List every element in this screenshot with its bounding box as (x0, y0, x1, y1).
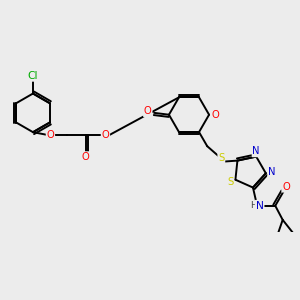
Text: O: O (212, 110, 219, 120)
Text: O: O (82, 152, 90, 162)
Text: Cl: Cl (28, 71, 38, 81)
Text: H: H (250, 201, 257, 210)
Text: O: O (46, 130, 54, 140)
Text: N: N (256, 201, 264, 211)
Text: N: N (268, 167, 275, 177)
Text: S: S (227, 177, 233, 187)
Text: O: O (144, 106, 152, 116)
Text: O: O (282, 182, 290, 192)
Text: N: N (253, 146, 260, 156)
Text: O: O (101, 130, 109, 140)
Text: S: S (218, 153, 224, 163)
